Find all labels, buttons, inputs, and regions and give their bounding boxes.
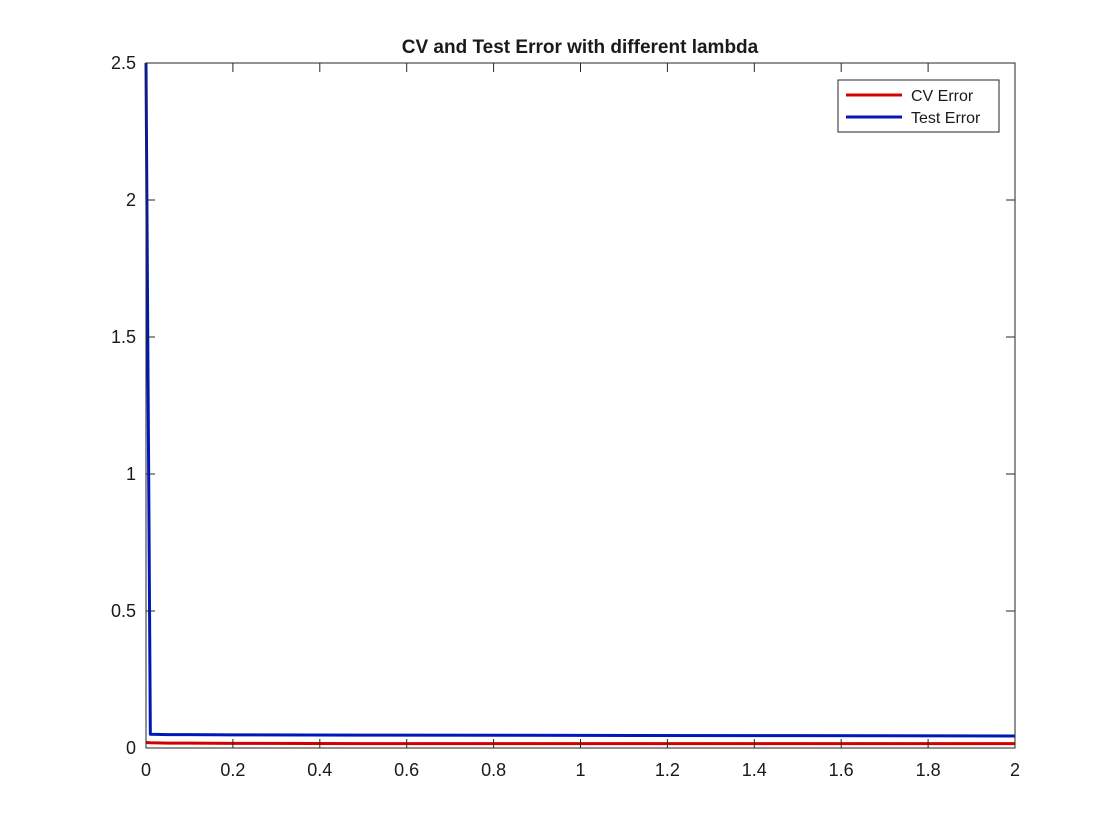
legend-label-test-error: Test Error bbox=[911, 110, 981, 127]
x-tick-label: 0.4 bbox=[307, 760, 332, 780]
legend-box bbox=[837, 79, 1000, 133]
x-tick-label: 2 bbox=[1010, 760, 1020, 780]
series-line-test-error bbox=[144, 62, 1016, 738]
legend-label-cv-error: CV Error bbox=[911, 88, 974, 105]
plot-area bbox=[146, 63, 1015, 748]
x-tick-label: 1.6 bbox=[829, 760, 854, 780]
y-tick-label: 0 bbox=[126, 738, 136, 758]
legend: CV Error Test Error bbox=[837, 79, 1000, 133]
x-tick-label: 0.8 bbox=[481, 760, 506, 780]
ticks-layer: 0 0.2 0.4 0.6 0.8 1 1.2 1.4 1.6 1.8 2 0 0.5 1 1.5 2 2.5 bbox=[111, 53, 1020, 780]
x-tick-label: 0.2 bbox=[220, 760, 245, 780]
x-tick-label: 1.8 bbox=[916, 760, 941, 780]
y-tick-label: 2.5 bbox=[111, 53, 136, 73]
x-tick-label: 1.2 bbox=[655, 760, 680, 780]
y-tick-label: 0.5 bbox=[111, 601, 136, 621]
x-tick-label: 1.4 bbox=[742, 760, 767, 780]
x-tick-label: 0.6 bbox=[394, 760, 419, 780]
x-tick-label: 1 bbox=[575, 760, 585, 780]
y-tick-label: 1.5 bbox=[111, 327, 136, 347]
y-tick-label: 1 bbox=[126, 464, 136, 484]
chart-title: CV and Test Error with different lambda bbox=[402, 37, 759, 58]
y-tick-label: 2 bbox=[126, 190, 136, 210]
x-tick-label: 0 bbox=[141, 760, 151, 780]
